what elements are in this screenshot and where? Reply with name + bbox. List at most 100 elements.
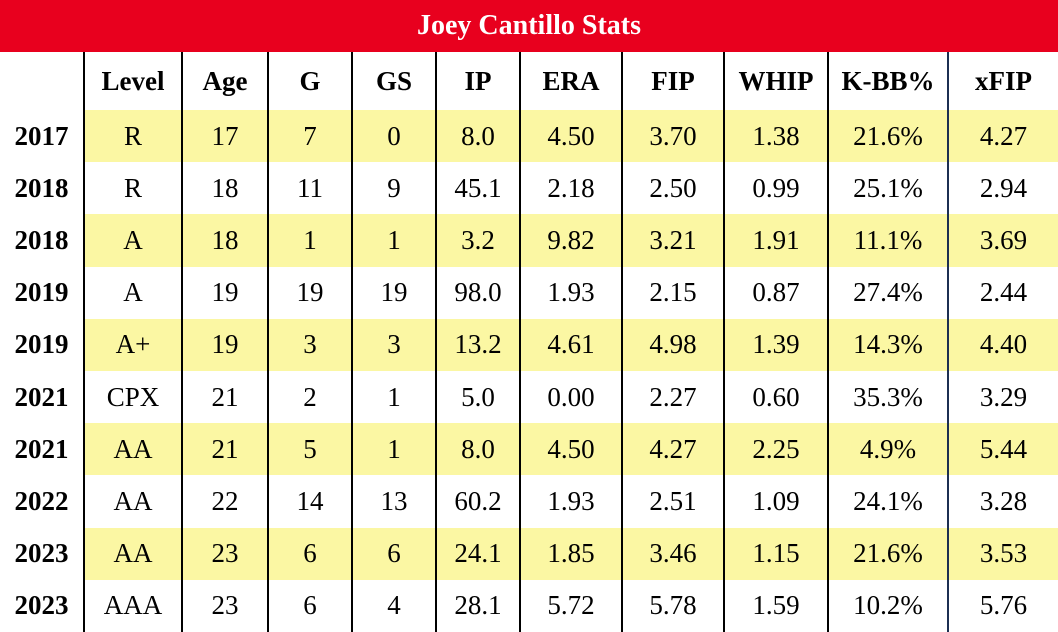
stat-cell: 5 [267,423,352,476]
column-header-era: ERA [519,52,622,110]
year-cell: 2018 [14,172,69,203]
stat-cell: 8.0 [435,423,520,476]
header-row: Level Age G GS IP ERA FIP WHIP K-BB% xFIP [0,52,1058,110]
stat-cell: 60.2 [435,475,520,528]
stat-cell: 4.27 [621,423,724,476]
column-header-age: Age [181,52,268,110]
stat-cell: 6 [351,527,436,580]
stat-cell: 21 [181,423,268,476]
stat-cell: 1.09 [723,475,828,528]
stat-cell: 3.2 [435,214,520,267]
stat-cell: 3 [351,318,436,371]
stat-cell: 2.15 [621,266,724,319]
year-cell: 2021 [0,423,84,476]
stat-cell: 1.38 [723,110,828,163]
table-body: 2017 R 17 7 0 8.0 4.50 3.70 1.38 21.6% 4.27 2018 R 18… [0,110,1058,632]
stat-cell: 24.1 [435,527,520,580]
year-cell: 2019 [0,318,84,371]
stat-cell: 3 [267,318,352,371]
stat-cell: 0.87 [723,266,828,319]
table-row: 2019 A 19 19 19 98.0 1.93 2.15 0.87 27.4% 2.44 [0,266,1058,319]
stat-cell: AAA [83,579,182,632]
stat-cell: 3.70 [621,110,724,163]
stat-cell: 3.29 [947,370,1058,424]
stat-cell: AA [83,423,182,476]
stat-cell: AA [83,475,182,528]
stat-cell: 2.25 [723,423,828,476]
stat-cell: 2.94 [947,162,1058,215]
stat-cell: A [83,214,182,267]
stat-cell: R [83,162,182,215]
stat-cell: 6 [267,527,352,580]
stat-cell: 1.85 [519,527,622,580]
stat-cell: AA [83,527,182,580]
stat-cell: 4.50 [519,110,622,163]
year-cell: 2022 [14,485,69,516]
stats-table: Level Age G GS IP ERA FIP WHIP K-BB% xFIP 2017 R 17… [0,52,1058,632]
stat-cell: 28.1 [435,579,520,632]
stat-cell: 23 [181,579,268,632]
stat-cell: 14.3% [827,318,948,371]
stat-cell: 9.82 [519,214,622,267]
stat-cell: 19 [267,266,352,319]
stat-cell: 1.91 [723,214,828,267]
stat-cell: A+ [83,318,182,371]
stat-cell: 3.46 [621,527,724,580]
table-title: Joey Cantillo Stats [0,0,1058,52]
stat-cell: 1 [267,214,352,267]
stat-cell: 0 [351,110,436,163]
stat-cell: 5.0 [435,370,520,424]
stat-cell: 27.4% [827,266,948,319]
stat-cell: 3.21 [621,214,724,267]
table-row: 2021 AA 21 5 1 8.0 4.50 4.27 2.25 4.9% 5.44 [0,423,1058,476]
stat-cell: 2 [267,370,352,424]
table-row: 2023 AA 23 6 6 24.1 1.85 3.46 1.15 21.6% 3.53 [0,527,1058,580]
stat-cell: 19 [181,318,268,371]
stat-cell: 4.27 [947,110,1058,163]
stat-cell: 45.1 [435,162,520,215]
stat-cell: 7 [267,110,352,163]
stat-cell: 4.9% [827,423,948,476]
stat-cell: 2.44 [947,266,1058,319]
table-row: 2018 A 18 1 1 3.2 9.82 3.21 1.91 11.1% 3.69 [0,214,1058,267]
stat-cell: 4 [351,579,436,632]
column-header-gs: GS [351,52,436,110]
column-header-ip: IP [435,52,520,110]
stat-cell: 3.53 [947,527,1058,580]
stat-cell: 1.93 [519,266,622,319]
stat-cell: 17 [181,110,268,163]
stat-cell: 3.28 [947,475,1058,528]
stat-cell: 2.51 [621,475,724,528]
stat-cell: 1.93 [519,475,622,528]
stat-cell: 5.44 [947,423,1058,476]
stat-cell: 24.1% [827,475,948,528]
column-header-level: Level [83,52,182,110]
stat-cell: 11 [267,162,352,215]
table-row: 2017 R 17 7 0 8.0 4.50 3.70 1.38 21.6% 4.27 [0,110,1058,163]
stat-cell: 2.50 [621,162,724,215]
stat-cell: 1 [351,370,436,424]
stat-cell: 14 [267,475,352,528]
stat-cell: 25.1% [827,162,948,215]
stat-cell: 3.69 [947,214,1058,267]
stat-cell: 1.15 [723,527,828,580]
stat-cell: 23 [181,527,268,580]
stat-cell: 1.59 [723,579,828,632]
year-cell: 2023 [0,527,84,580]
year-cell: 2019 [14,277,69,308]
year-cell: 2017 [0,110,84,163]
stat-cell: 1 [351,214,436,267]
stat-cell: 18 [181,162,268,215]
column-header-whip: WHIP [723,52,828,110]
table-row: 2018 R 18 11 9 45.1 2.18 2.50 0.99 25.1% 2.94 [0,162,1058,215]
stat-cell: 9 [351,162,436,215]
stat-cell: 18 [181,214,268,267]
year-cell: 2018 [0,214,84,267]
table-row: 2023 AAA 23 6 4 28.1 5.72 5.78 1.59 10.2% 5.76 [0,579,1058,632]
stat-cell: 0.60 [723,370,828,424]
stat-cell: 5.78 [621,579,724,632]
stat-cell: 21.6% [827,110,948,163]
stat-cell: 6 [267,579,352,632]
stat-cell: 4.98 [621,318,724,371]
stat-cell: 0.00 [519,370,622,424]
